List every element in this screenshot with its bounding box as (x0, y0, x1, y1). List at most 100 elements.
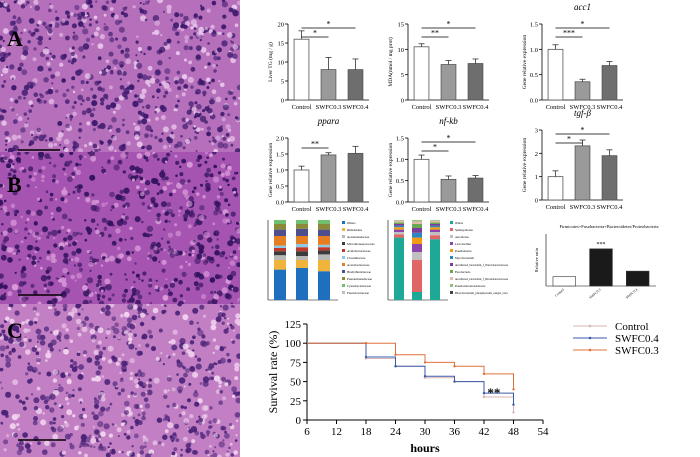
bar (347, 152, 364, 203)
y-axis-label: Gene relative expression (268, 143, 274, 198)
y-tick-label: 2 (535, 151, 538, 158)
bar (293, 169, 310, 203)
x-tick-label: 12 (331, 426, 342, 438)
bar (552, 276, 577, 287)
stack-segment (274, 255, 286, 260)
series-point (453, 365, 456, 368)
legend-swatch (342, 235, 345, 238)
stack-segment (412, 220, 422, 222)
tissue-image-c (0, 304, 240, 457)
y-tick-label: 0.5 (530, 72, 538, 79)
y-tick-label: 1 (535, 174, 538, 181)
significance-label: * (581, 126, 585, 135)
significance-label: * (433, 143, 437, 152)
x-tick-label: SWFC0.3 (316, 206, 342, 213)
series-point (482, 395, 486, 399)
significance-label: * (447, 134, 451, 143)
x-tick-label: SWFC0.3 (316, 104, 342, 111)
stack-segment (430, 232, 440, 236)
legend-swatch (450, 256, 453, 259)
y-tick-label: 1.0 (276, 168, 284, 175)
legend-swatch (342, 263, 345, 266)
legend-label: Aeromonas (455, 235, 470, 239)
stack-segment (274, 229, 286, 236)
stack-segment (296, 220, 308, 224)
stack-segment (430, 220, 440, 223)
stack-segment (296, 244, 308, 248)
legend-label: Pseudoalteromonadaceae (455, 284, 486, 288)
stack-segment (412, 237, 422, 244)
bar (293, 38, 310, 101)
bar (626, 270, 650, 287)
bar (589, 248, 613, 287)
legend-label: Mycobacterium (455, 256, 475, 260)
legend-label: Acetobacteraceae (347, 263, 370, 267)
y-tick-label: 75 (290, 357, 302, 369)
stack-segment (394, 227, 404, 230)
stack-segment (296, 268, 308, 300)
x-tick-label: Control (412, 104, 432, 111)
microbiome-genus-chart: Others Sphingomonas Aeromonas Lactobacillus… (380, 215, 510, 315)
y-tick-label: 0 (296, 415, 302, 427)
legend-swatch (342, 277, 345, 280)
legend-label: Pseudomonas (455, 249, 472, 253)
stack-segment (318, 250, 330, 255)
y-tick-label: 1.5 (530, 22, 538, 29)
bar (574, 145, 591, 201)
y-tick-label: 50 (290, 377, 302, 389)
legend-swatch (342, 284, 345, 287)
bar-chart-acc1: acc1 0.0 0.5 1.0 1.5 Gene relative expression… (512, 2, 627, 114)
significance-label: * (581, 20, 585, 29)
significance-label: ** (311, 140, 319, 149)
panel-label-a: A (7, 26, 23, 51)
stack-segment (274, 260, 286, 270)
x-axis-label: hours (410, 441, 440, 455)
x-tick-label: 24 (390, 426, 402, 438)
stack-segment (318, 220, 330, 224)
chart-title: ppara (317, 116, 340, 126)
stack-segment (394, 224, 404, 226)
bar (467, 63, 484, 101)
legend-label: Aeromonadaceae (347, 235, 370, 239)
x-tick-label: 54 (538, 426, 550, 438)
stack-segment (412, 221, 422, 224)
stack-segment (394, 220, 404, 223)
scale-bars (18, 149, 66, 441)
stack-segment (394, 225, 404, 228)
bar (547, 176, 564, 201)
bar-chart-ppara: ppara 0.0 0.5 1.0 1.5 2.0 Gene relative expres… (258, 116, 373, 216)
stack-segment (430, 225, 440, 228)
stack-segment (318, 229, 330, 236)
stack-segment (296, 251, 308, 256)
legend-swatch (450, 242, 453, 245)
legend-swatch (342, 270, 345, 273)
legend-swatch (342, 256, 345, 259)
stack-segment (274, 236, 286, 246)
stack-segment (318, 271, 330, 300)
bar (601, 155, 618, 201)
x-tick-label: 42 (479, 426, 490, 438)
stack-segment (318, 224, 330, 230)
stack-segment (430, 235, 440, 240)
histology-panel-a (0, 0, 240, 152)
bar (413, 158, 430, 203)
legend-label: uncultured_bacterium_f_Rhodobacteriaceae (455, 277, 509, 281)
legend-label: Pseudomonadaceae (347, 277, 373, 281)
y-axis-label: Gene relative expression (388, 143, 394, 198)
stack-segment (412, 228, 422, 233)
y-tick-label: 25 (290, 396, 302, 408)
stack-segment (394, 234, 404, 238)
legend-label: Others (347, 221, 356, 225)
y-tick-label: 15 (278, 41, 285, 48)
stack-segment (412, 232, 422, 238)
significance-label: *** (597, 242, 606, 248)
legend-label: Rhizobiales (347, 228, 363, 232)
series-point (453, 380, 456, 383)
stack-segment (430, 220, 440, 221)
series-line (307, 342, 514, 390)
legend-label: Bradyrhizobiaceae (347, 270, 371, 274)
legend-label: Clostridiaceae (347, 256, 366, 260)
stack-segment (430, 222, 440, 224)
panel-label-c: C (7, 318, 23, 343)
y-tick-label: 2.0 (276, 136, 284, 143)
